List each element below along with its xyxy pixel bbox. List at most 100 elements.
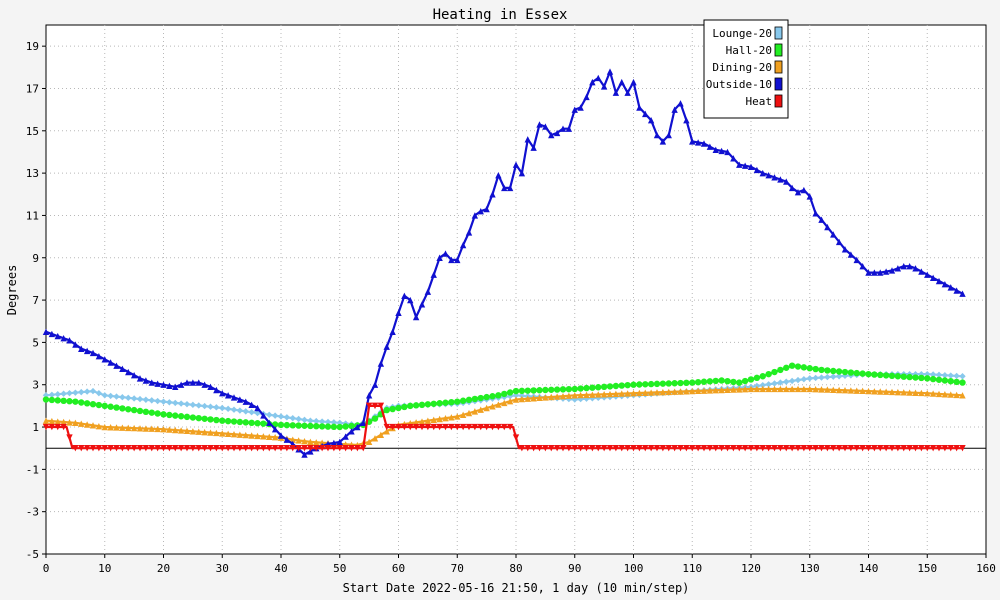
data-point-dining-20 <box>54 418 61 425</box>
legend-swatch-outside-10 <box>774 77 783 91</box>
data-point-heat <box>888 445 896 452</box>
data-point-heat <box>530 445 537 452</box>
data-point-dining-20 <box>765 385 772 393</box>
chart-title: Heating in Essex <box>433 7 568 23</box>
data-point-hall-20 <box>935 376 943 383</box>
data-point-outside-10 <box>336 438 343 446</box>
data-point-dining-20 <box>154 425 161 433</box>
data-point-outside-10 <box>277 432 285 439</box>
data-point-heat <box>624 445 631 452</box>
y-tick-label: 17 <box>26 82 39 95</box>
data-point-hall-20 <box>424 401 432 408</box>
data-point-lounge-20 <box>189 401 197 409</box>
data-point-heat <box>330 445 338 452</box>
data-point-outside-10 <box>871 269 878 276</box>
data-point-heat <box>689 445 696 452</box>
data-point-hall-20 <box>812 365 819 373</box>
x-tick-label: 50 <box>333 562 346 575</box>
data-point-hall-20 <box>471 395 479 403</box>
x-tick-label: 30 <box>216 562 229 575</box>
data-point-lounge-20 <box>324 418 332 426</box>
data-point-dining-20 <box>606 390 614 398</box>
data-point-lounge-20 <box>89 387 97 395</box>
data-point-dining-20 <box>424 417 432 424</box>
data-point-hall-20 <box>718 377 725 384</box>
x-axis: 0 10 20 30 40 50 60 70 80 90 100 110 120 130 140 150 160 <box>43 554 996 575</box>
data-point-outside-10 <box>953 287 960 294</box>
data-point-heat <box>113 445 120 452</box>
data-point-hall-20 <box>318 423 326 430</box>
data-point-heat <box>812 445 819 452</box>
data-point-outside-10 <box>724 148 731 156</box>
data-point-lounge-20 <box>183 400 191 408</box>
data-point-hall-20 <box>924 375 931 382</box>
data-point-outside-10 <box>195 379 202 386</box>
data-point-outside-10 <box>853 256 860 264</box>
data-point-heat <box>759 445 766 452</box>
data-point-hall-20 <box>953 378 960 386</box>
data-point-hall-20 <box>671 380 678 387</box>
data-point-heat <box>271 445 279 452</box>
data-point-outside-10 <box>78 345 85 352</box>
data-point-dining-20 <box>953 391 960 399</box>
data-point-outside-10 <box>777 176 784 183</box>
data-point-heat <box>612 445 620 452</box>
data-point-dining-20 <box>741 385 749 393</box>
data-point-heat <box>630 445 637 452</box>
data-point-outside-10 <box>882 268 890 275</box>
data-point-hall-20 <box>624 381 631 389</box>
data-point-outside-10 <box>283 436 291 443</box>
legend-label-dining-20: Dining-20 <box>712 61 772 74</box>
data-point-heat <box>606 445 614 452</box>
data-point-heat <box>383 423 390 431</box>
data-point-hall-20 <box>753 374 761 382</box>
data-point-hall-20 <box>348 422 355 430</box>
data-point-heat <box>54 423 61 431</box>
data-point-outside-10 <box>771 174 778 181</box>
data-point-dining-20 <box>459 411 467 418</box>
data-point-outside-10 <box>653 131 661 139</box>
data-point-dining-20 <box>630 389 637 397</box>
grid-lines <box>46 25 986 554</box>
data-point-dining-20 <box>230 431 238 438</box>
data-point-heat <box>506 423 514 431</box>
data-point-heat <box>571 445 578 452</box>
data-point-hall-20 <box>136 407 144 415</box>
data-point-outside-10 <box>248 401 255 409</box>
data-point-heat <box>230 445 238 452</box>
data-point-outside-10 <box>859 263 866 270</box>
data-point-heat <box>166 445 173 452</box>
data-point-heat <box>724 445 731 452</box>
data-point-heat <box>172 445 179 452</box>
data-point-dining-20 <box>371 435 379 442</box>
data-point-heat <box>336 445 343 452</box>
data-point-outside-10 <box>835 238 843 246</box>
data-point-dining-20 <box>130 424 138 432</box>
data-point-heat <box>800 445 808 452</box>
data-point-heat <box>559 445 567 452</box>
data-point-outside-10 <box>636 104 643 111</box>
data-point-outside-10 <box>66 337 73 344</box>
data-point-hall-20 <box>383 406 390 414</box>
data-point-hall-20 <box>454 398 461 405</box>
data-point-dining-20 <box>172 426 179 434</box>
data-point-outside-10 <box>107 359 114 366</box>
data-point-dining-20 <box>418 418 426 425</box>
data-point-hall-20 <box>148 409 155 416</box>
data-point-dining-20 <box>454 413 461 420</box>
data-point-hall-20 <box>530 387 537 394</box>
data-point-heat <box>700 445 708 452</box>
data-point-heat <box>301 445 308 452</box>
data-point-heat <box>459 423 467 431</box>
data-point-outside-10 <box>841 246 849 253</box>
data-point-hall-20 <box>571 385 578 393</box>
data-point-dining-20 <box>559 392 567 400</box>
series-hall-20 <box>42 362 966 431</box>
data-point-heat <box>953 445 960 452</box>
data-point-dining-20 <box>771 385 778 393</box>
data-point-dining-20 <box>107 424 114 431</box>
data-point-heat <box>671 445 678 452</box>
data-point-dining-20 <box>653 389 661 396</box>
data-point-dining-20 <box>912 389 919 396</box>
